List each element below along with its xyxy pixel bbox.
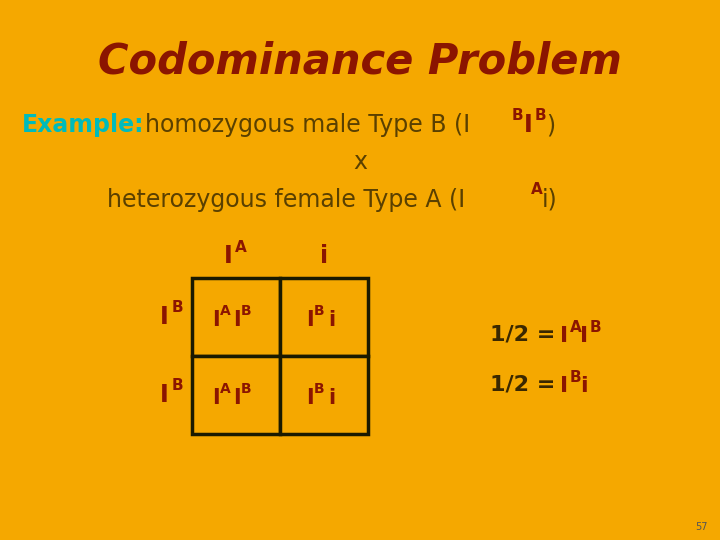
Text: 57: 57: [696, 522, 708, 532]
Bar: [280, 356, 368, 434]
Text: B: B: [535, 107, 546, 123]
Text: I: I: [560, 376, 568, 396]
Text: I: I: [306, 310, 314, 330]
Text: I: I: [560, 326, 568, 346]
Text: Example:: Example:: [22, 113, 145, 137]
Bar: [280, 278, 368, 356]
Text: B: B: [512, 107, 523, 123]
Text: ): ): [546, 113, 555, 137]
Bar: [192, 278, 280, 356]
Text: i: i: [580, 376, 588, 396]
Text: I: I: [224, 244, 233, 268]
Text: I: I: [212, 310, 220, 330]
Text: I: I: [160, 305, 168, 329]
Text: i: i: [328, 310, 336, 330]
Text: I: I: [233, 310, 240, 330]
Bar: [192, 356, 280, 434]
Text: A: A: [235, 240, 247, 254]
Text: B: B: [314, 382, 324, 396]
Text: B: B: [240, 382, 251, 396]
Text: B: B: [171, 300, 183, 314]
Text: A: A: [570, 320, 582, 334]
Text: 1/2 =: 1/2 =: [490, 325, 563, 345]
Text: I: I: [233, 388, 240, 408]
Text: i: i: [320, 244, 328, 268]
Text: i): i): [542, 188, 558, 212]
Text: I: I: [160, 383, 168, 407]
Text: x: x: [353, 150, 367, 174]
Text: B: B: [240, 304, 251, 318]
Text: I: I: [524, 113, 533, 137]
Text: i: i: [328, 388, 336, 408]
Text: A: A: [220, 304, 230, 318]
Text: heterozygous female Type A (I: heterozygous female Type A (I: [107, 188, 465, 212]
Text: 1/2 =: 1/2 =: [490, 375, 563, 395]
Text: I: I: [306, 388, 314, 408]
Text: A: A: [220, 382, 230, 396]
Text: homozygous male Type B (I: homozygous male Type B (I: [145, 113, 470, 137]
Text: B: B: [171, 377, 183, 393]
Text: I: I: [580, 326, 588, 346]
Text: B: B: [314, 304, 324, 318]
Text: B: B: [570, 369, 582, 384]
Text: I: I: [212, 388, 220, 408]
Text: B: B: [590, 320, 602, 334]
Text: Codominance Problem: Codominance Problem: [98, 41, 622, 83]
Text: A: A: [531, 183, 543, 198]
